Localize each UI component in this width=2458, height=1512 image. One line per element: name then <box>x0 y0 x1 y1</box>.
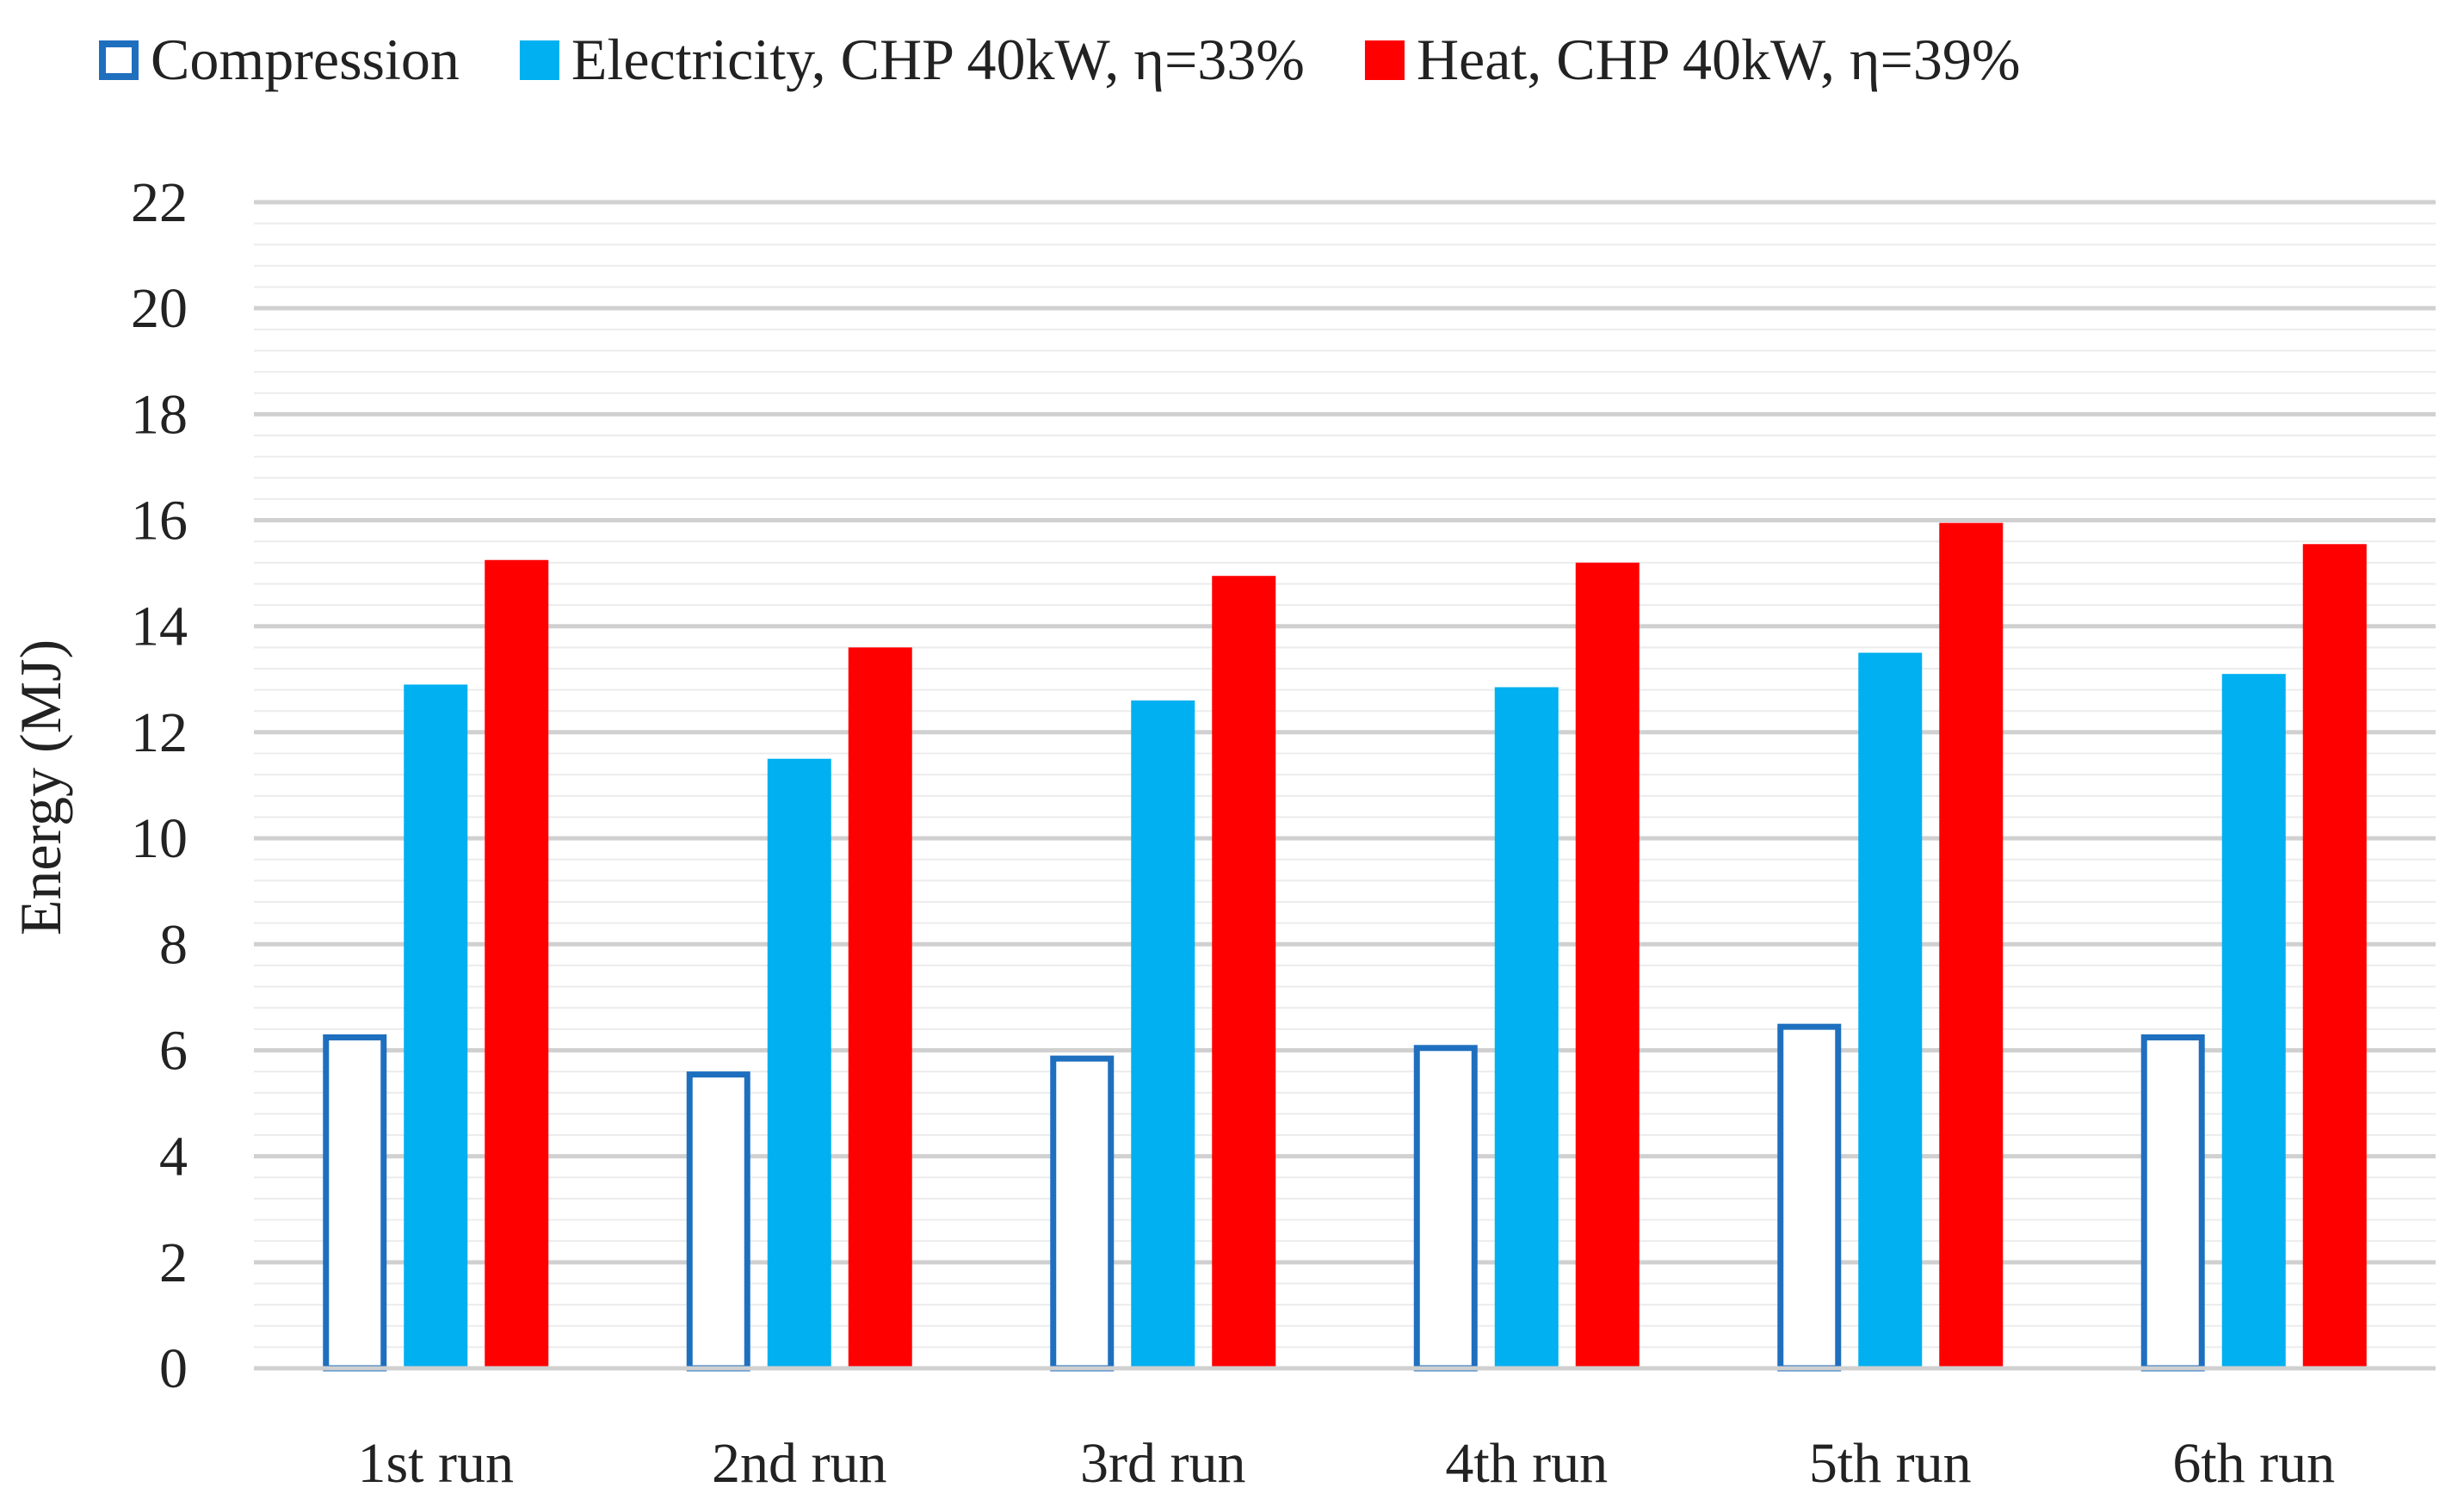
bar-compression <box>1413 1045 1478 1372</box>
legend-swatch-electricity <box>519 40 559 80</box>
x-category-label: 5th run <box>1809 1432 1972 1495</box>
x-category-label: 2nd run <box>712 1432 886 1495</box>
y-tick-label: 2 <box>159 1231 188 1294</box>
y-tick-label: 10 <box>131 807 188 870</box>
y-tick-label: 6 <box>159 1019 188 1082</box>
legend-swatch-heat <box>1364 40 1405 80</box>
y-tick-label: 16 <box>131 490 188 552</box>
x-category-label: 1st run <box>358 1432 515 1495</box>
legend-label-electricity: Electricity, CHP 40kW, η=33% <box>571 27 1305 92</box>
bar-heat <box>2302 544 2367 1368</box>
legend-label-compression: Compression <box>151 27 460 92</box>
bar-electricity <box>2221 674 2286 1368</box>
y-axis-title: Energy (MJ) <box>8 639 73 935</box>
x-category-label: 6th run <box>2172 1432 2335 1495</box>
gridlines <box>254 200 2436 1348</box>
bar-electricity <box>404 684 468 1368</box>
bar-electricity <box>1494 687 1559 1368</box>
x-category-label: 4th run <box>1445 1432 1608 1495</box>
bar-heat <box>1575 562 1640 1368</box>
bars <box>323 522 2367 1372</box>
bar-compression <box>323 1034 387 1372</box>
bar-compression <box>1050 1055 1115 1372</box>
bar-electricity <box>767 758 831 1368</box>
legend-label-heat: Heat, CHP 40kW, η=39% <box>1417 27 2021 92</box>
bar-compression <box>686 1071 750 1372</box>
legend-swatch-compression <box>99 40 139 80</box>
bar-electricity <box>1131 700 1195 1368</box>
bar-heat <box>1212 576 1276 1368</box>
y-tick-label: 14 <box>131 596 188 658</box>
bar-heat <box>848 647 912 1368</box>
axes: 0 2 4 6 8 10 12 14 16 18 20 22 1st run 2nd run 3rd run… <box>131 171 2436 1495</box>
bar-heat <box>1939 522 2004 1368</box>
legend: Compression Electricity, CHP 40kW, η=33% H… <box>99 27 2021 92</box>
y-tick-label: 4 <box>159 1126 188 1188</box>
bar-compression <box>2140 1034 2205 1372</box>
bar-compression <box>1777 1023 1842 1372</box>
y-tick-label: 18 <box>131 383 188 446</box>
y-tick-label: 0 <box>159 1337 188 1400</box>
y-tick-label: 12 <box>131 701 188 764</box>
bar-heat <box>485 559 549 1368</box>
y-tick-label: 20 <box>131 277 188 340</box>
y-tick-label: 22 <box>131 171 188 234</box>
bar-electricity <box>1858 652 1923 1368</box>
x-category-label: 3rd run <box>1080 1432 1245 1495</box>
y-tick-label: 8 <box>159 913 188 976</box>
